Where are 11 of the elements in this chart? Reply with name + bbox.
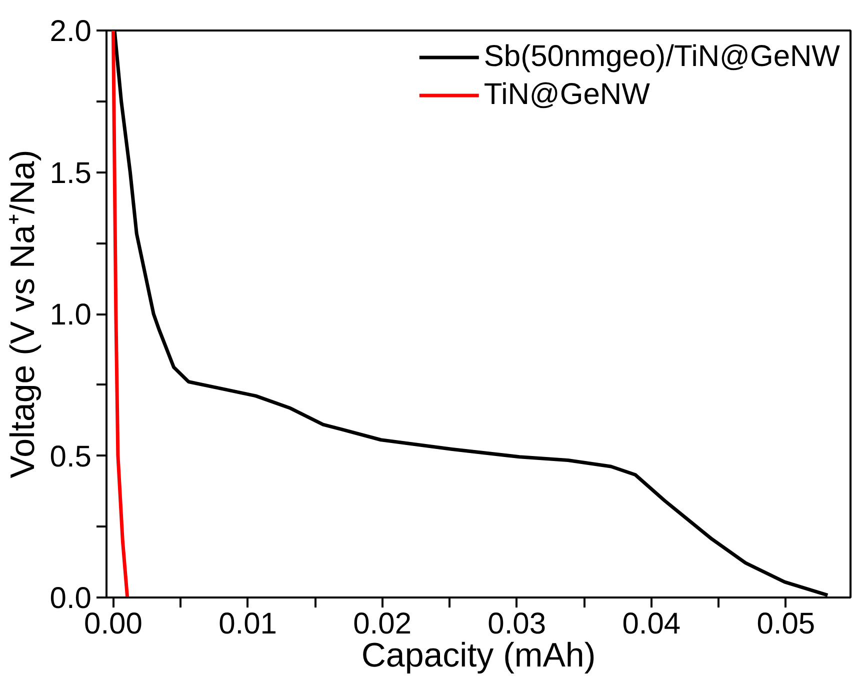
legend-label: Sb(50nmgeo)/TiN@GeNW	[484, 40, 840, 74]
y-tick-label: 1.5	[50, 156, 92, 190]
y-axis-title: Voltage (V vs Na⁺/Na)	[4, 150, 42, 478]
x-tick-label: 0.05	[756, 608, 816, 640]
x-tick-label: 0.01	[218, 608, 277, 640]
x-tick-label: 0.00	[84, 608, 142, 640]
y-tick-label: 1.0	[50, 298, 92, 332]
legend-label: TiN@GeNW	[484, 78, 650, 112]
y-tick-label: 2.0	[50, 15, 92, 48]
y-tick-label: 0.5	[50, 440, 92, 474]
x-tick-label: 0.04	[622, 608, 681, 640]
